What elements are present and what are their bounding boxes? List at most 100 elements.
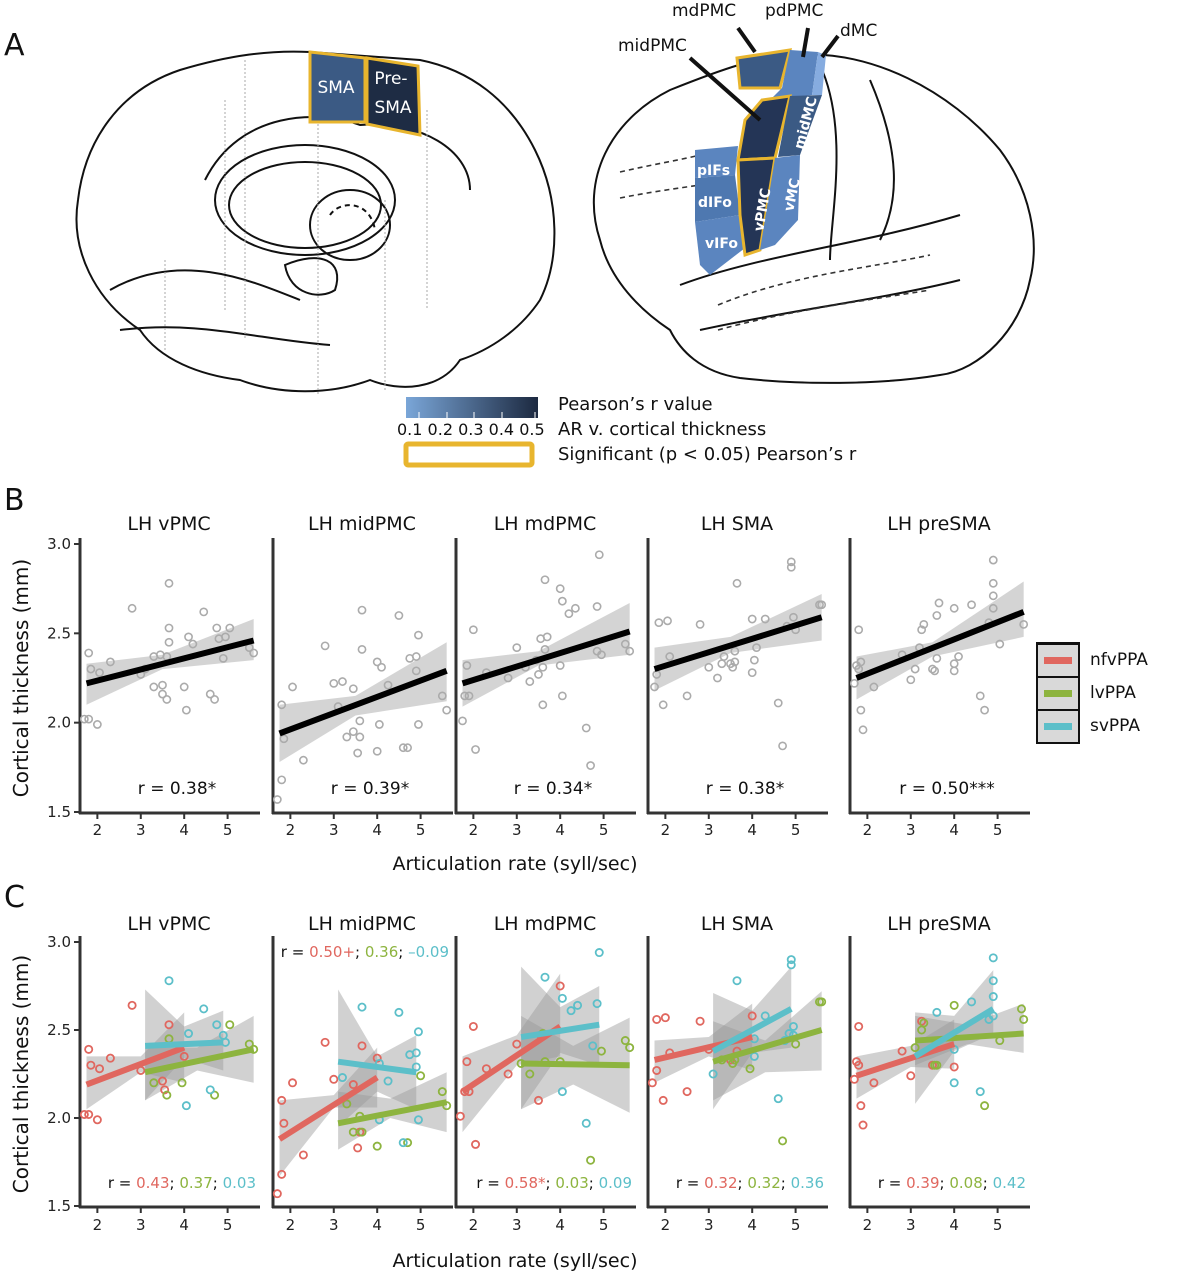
data-point-lvppa (372, 1141, 382, 1151)
y-axis-label: Cortical thickness (mm) (9, 955, 33, 1193)
confidence-band (856, 581, 1024, 700)
data-point (817, 600, 827, 610)
x-tick-label: 3 (329, 821, 339, 839)
data-point-svppa (411, 1048, 421, 1058)
facet: LH mdPMC 2 3 4 5 r = 0.58*; 0.03; 0.09 (454, 913, 636, 1234)
data-point (181, 705, 191, 715)
x-tick-label: 2 (469, 821, 479, 839)
r-separator: ; (781, 1174, 791, 1192)
data-point-lvppa (620, 1036, 630, 1046)
legend-key-svppa (1038, 711, 1078, 742)
data-point-nfvppa (658, 1095, 668, 1105)
data-point (538, 700, 548, 710)
data-point (158, 689, 167, 699)
region-vifo (695, 215, 745, 275)
data-point-svppa (788, 1021, 798, 1031)
region-sma (308, 50, 367, 124)
data-point (749, 655, 759, 665)
x-tick-label: 5 (791, 1216, 801, 1234)
legend-key-lvppa (1038, 678, 1078, 709)
data-point-svppa (588, 1041, 598, 1051)
data-point (372, 746, 382, 756)
data-point (298, 755, 308, 765)
correlation-annotation: r = 0.50+; 0.36; –0.09 (281, 943, 449, 961)
data-point-nfvppa (79, 1109, 89, 1119)
data-point (555, 584, 565, 594)
r-value-lvppa: 0.37 (179, 1174, 212, 1192)
cbar-tick: 0.5 (519, 420, 545, 439)
data-point-svppa (975, 1087, 985, 1097)
data-point (597, 650, 606, 660)
data-point-lvppa (525, 1069, 535, 1079)
data-point (717, 659, 727, 669)
data-point (188, 639, 198, 649)
data-point (625, 646, 635, 656)
confidence-band (654, 1003, 753, 1083)
r-separator: ; (940, 1174, 950, 1192)
confidence-band (462, 973, 561, 1133)
region-midmc (778, 95, 822, 157)
data-point-nfvppa (858, 1120, 868, 1130)
data-point (654, 618, 664, 628)
data-point-svppa (732, 976, 742, 986)
r-separator: ; (983, 1174, 993, 1192)
x-tick-label: 4 (372, 821, 382, 839)
data-point (162, 695, 172, 704)
data-point (928, 664, 937, 674)
legend-swatch (1044, 657, 1072, 664)
data-point (540, 575, 550, 585)
r-value-lvppa: 0.03 (555, 1174, 588, 1192)
r-separator: ; (738, 1174, 748, 1192)
x-tick-label: 4 (372, 1216, 382, 1234)
data-point (949, 666, 959, 676)
r-prefix: r = (676, 1174, 704, 1192)
data-point-lvppa (1016, 1004, 1026, 1014)
regression-line-svppa (711, 1006, 793, 1054)
x-tick-label: 5 (416, 1216, 426, 1234)
data-point-svppa (383, 1076, 393, 1086)
data-point-nfvppa (95, 1064, 105, 1074)
central-sulcus (819, 64, 838, 261)
r-separator: ; (546, 1174, 556, 1192)
data-point-lvppa (177, 1078, 187, 1088)
data-point (164, 623, 174, 633)
data-point-nfvppa (471, 1139, 481, 1149)
data-point (856, 705, 866, 715)
x-tick-label: 5 (223, 821, 233, 839)
x-tick-label: 3 (512, 821, 522, 839)
facet: LH SMA 2 3 4 5 r = 0.38* (646, 513, 828, 839)
data-point-svppa (932, 1007, 942, 1017)
legend-label-lvppa: lvPPA (1090, 683, 1136, 703)
data-point (732, 578, 742, 588)
r-value-svppa: 0.36 (791, 1174, 824, 1192)
data-point-svppa (212, 1020, 222, 1030)
data-point (747, 668, 757, 678)
region-dmc (812, 52, 826, 95)
correlation-annotation: r = 0.50*** (899, 779, 994, 799)
data-point-svppa (337, 1073, 347, 1083)
data-point (988, 578, 998, 588)
data-point-nfvppa (856, 1101, 866, 1111)
data-point (411, 666, 421, 676)
data-point (557, 691, 567, 701)
x-axis-label: Articulation rate (syll/sec) (393, 1250, 638, 1272)
x-tick-label: 3 (512, 1216, 522, 1234)
data-point-svppa (199, 1004, 209, 1014)
r-value-lvppa: 0.08 (949, 1174, 982, 1192)
regression-line (461, 628, 631, 687)
facet-title: LH SMA (701, 513, 773, 535)
r-value-nfvppa: 0.43 (136, 1174, 169, 1192)
r-separator: ; (589, 1174, 599, 1192)
data-point (869, 682, 879, 692)
brain-diagram: SMA Pre- SMA pIFs dIFo vIFo vPMC vMC mid… (75, 1, 1035, 468)
data-point-svppa (394, 1007, 404, 1017)
data-point (760, 614, 770, 624)
lateral-dashed (619, 154, 931, 331)
data-point-lvppa (225, 1020, 235, 1030)
data-point-lvppa (949, 1000, 959, 1010)
data-point (650, 682, 659, 692)
x-tick-label: 3 (329, 1216, 339, 1234)
data-point-nfvppa (92, 1115, 102, 1125)
x-tick-label: 4 (949, 821, 959, 839)
panel-label-c: C (4, 880, 25, 915)
